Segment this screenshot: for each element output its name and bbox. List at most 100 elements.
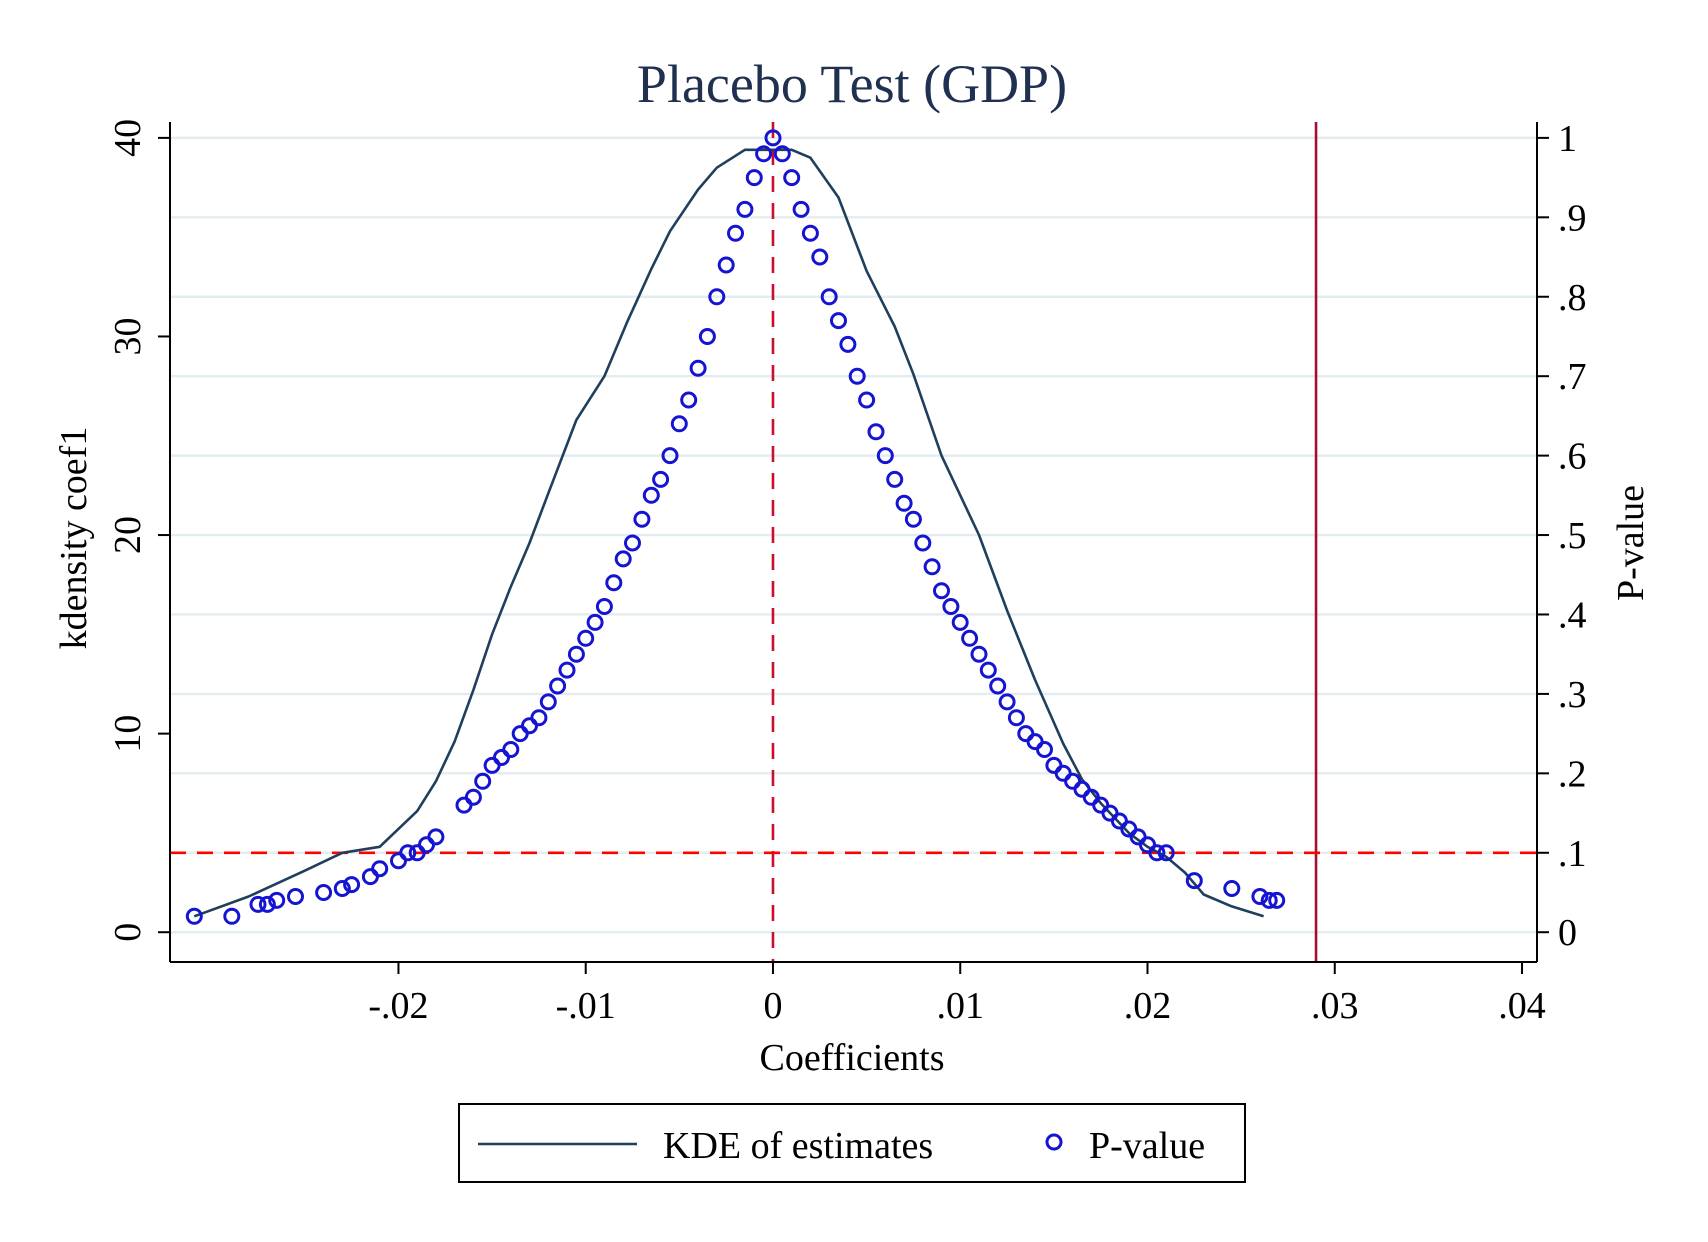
pvalue-point [979,661,997,679]
pvalue-point [717,256,735,274]
pvalue-point [549,677,567,695]
y2-tick-label: .7 [1558,356,1587,398]
pvalue-point [539,693,557,711]
pvalue-point [736,200,754,218]
pvalue-point [764,129,782,147]
pvalue-point [727,224,744,242]
y-tick-label: 30 [107,318,149,356]
x-tick-label: .04 [1498,985,1546,1027]
pvalue-point [1268,891,1286,909]
legend-kde-label: KDE of estimates [663,1125,933,1167]
pvalue-point [951,613,969,631]
pvalue-point [689,359,707,377]
pvalue-point [586,613,604,631]
pvalue-point [745,169,763,187]
pvalue-point [783,169,801,187]
x-tick-label: .01 [936,985,984,1027]
pvalue-point [258,895,276,913]
pvalue-point [614,550,632,568]
pvalue-point [848,367,866,385]
pvalue-point [680,391,698,409]
pvalue-point [1223,880,1241,897]
y-tick-label: 10 [107,715,149,753]
series-layer [185,129,1286,925]
pvalue-point [530,709,548,727]
pvalue-point [577,629,595,647]
pvalue-point [886,470,904,488]
y-tick-label: 20 [107,516,149,554]
pvalue-point [998,693,1016,711]
pvalue-point [1007,709,1025,727]
pvalue-point [961,629,979,647]
pvalue-point [876,447,894,465]
pvalue-point [933,582,950,600]
pvalue-point [708,288,726,306]
pvalue-point [558,661,576,679]
pvalue-point [801,224,819,242]
pvalue-point [185,907,203,925]
y2-axis-title: P-value [1610,485,1652,601]
y2-tick-label: .3 [1558,674,1587,716]
pvalue-point [464,788,482,806]
pvalue-point [474,772,492,790]
pvalue-point [249,895,267,913]
pvalue-point [661,447,679,465]
pvalue-point [923,558,941,576]
pvalue-point [502,741,520,758]
pvalue-point [268,891,286,909]
pvalue-point [698,328,716,345]
y2-tick-label: .6 [1558,436,1587,478]
pvalue-point [858,391,876,409]
pvalue-point [989,677,1007,695]
pvalue-point [895,494,913,512]
pvalue-point [773,145,791,163]
y2-tick-label: .8 [1558,277,1587,319]
pvalue-point [343,876,361,894]
pvalue-point [595,598,613,615]
y2-tick-label: .9 [1558,197,1587,239]
pvalue-point [1036,741,1053,758]
pvalue-point [670,415,688,433]
pvalue-point [792,200,810,218]
pvalue-point [223,907,241,925]
y2-tick-label: 0 [1558,912,1577,954]
pvalue-point [970,645,988,663]
pvalue-point [642,486,660,504]
y-tick-label: 40 [107,119,149,157]
x-tick-label: -.01 [556,985,616,1027]
y2-tick-label: .4 [1558,594,1587,636]
x-axis-title: Coefficients [759,1037,944,1079]
pvalue-point [605,574,623,592]
x-tick-label: -.02 [368,985,428,1027]
pvalue-point [904,510,922,528]
pvalue-point [287,888,304,905]
pvalue-point [427,828,445,846]
chart-title: Placebo Test (GDP) [637,54,1067,114]
y-axis-title: kdensity coef1 [53,427,95,650]
pvalue-point [942,598,960,615]
x-tick-label: .02 [1124,985,1172,1027]
pvalue-point [633,510,651,528]
pvalue-point [333,880,351,897]
pvalue-point [839,335,857,353]
pvalue-point [867,423,885,441]
y-tick-label: 0 [107,923,149,942]
x-tick-label: 0 [763,985,782,1027]
pvalue-point [1157,844,1175,862]
pvalue-point [755,145,773,163]
legend-pvalue-swatch [1045,1133,1063,1151]
pvalue-point [371,860,389,878]
pvalue-point [624,534,641,552]
pvalue-point [1251,888,1269,905]
pvalue-point [399,844,417,862]
pvalue-point [1148,844,1166,862]
pvalue-point [811,248,829,266]
pvalue-point [1260,891,1278,909]
legend-pvalue-label: P-value [1089,1125,1205,1167]
y2-tick-label: .1 [1558,833,1587,875]
x-tick-label: .03 [1311,985,1359,1027]
y2-tick-label: .5 [1558,515,1587,557]
pvalue-point [830,312,847,330]
pvalue-point [567,645,585,663]
